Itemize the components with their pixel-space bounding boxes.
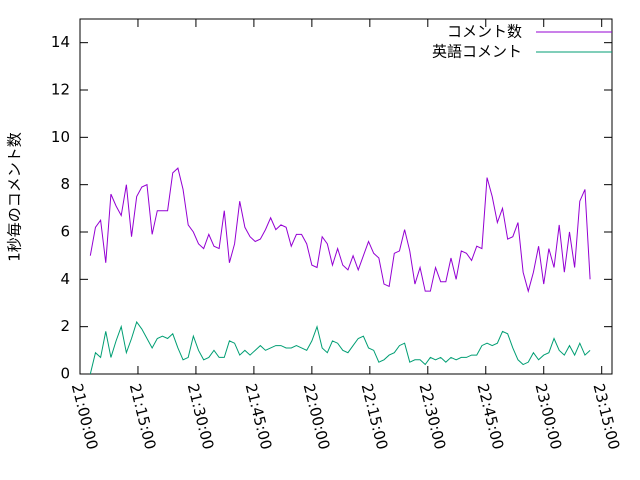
plot-border xyxy=(79,18,613,375)
legend-label: 英語コメント xyxy=(432,43,522,61)
series-line xyxy=(89,167,591,294)
y-tick-label: 2 xyxy=(60,317,70,335)
y-tick-label: 14 xyxy=(51,33,70,51)
y-tick-label: 4 xyxy=(60,270,70,288)
y-axis-label: 1秒毎のコメント数 xyxy=(6,132,24,262)
x-tick-label: 21:30:00 xyxy=(184,382,218,452)
x-tick-label: 21:45:00 xyxy=(242,382,276,452)
legend-label: コメント数 xyxy=(447,23,522,41)
y-tick-label: 12 xyxy=(51,81,70,99)
x-tick-label: 21:15:00 xyxy=(126,382,160,452)
x-tick-label: 22:30:00 xyxy=(416,382,450,452)
y-tick-label: 0 xyxy=(60,365,70,383)
series-line xyxy=(89,320,591,375)
x-tick-label: 23:15:00 xyxy=(589,382,623,452)
x-tick-label: 23:00:00 xyxy=(531,382,565,452)
x-tick-label: 22:15:00 xyxy=(358,382,392,452)
y-tick-label: 10 xyxy=(51,128,70,146)
x-tick-label: 22:45:00 xyxy=(474,382,508,452)
y-tick-label: 6 xyxy=(60,223,70,241)
y-tick-label: 8 xyxy=(60,175,70,193)
x-tick-label: 21:00:00 xyxy=(68,382,102,452)
x-tick-label: 22:00:00 xyxy=(300,382,334,452)
